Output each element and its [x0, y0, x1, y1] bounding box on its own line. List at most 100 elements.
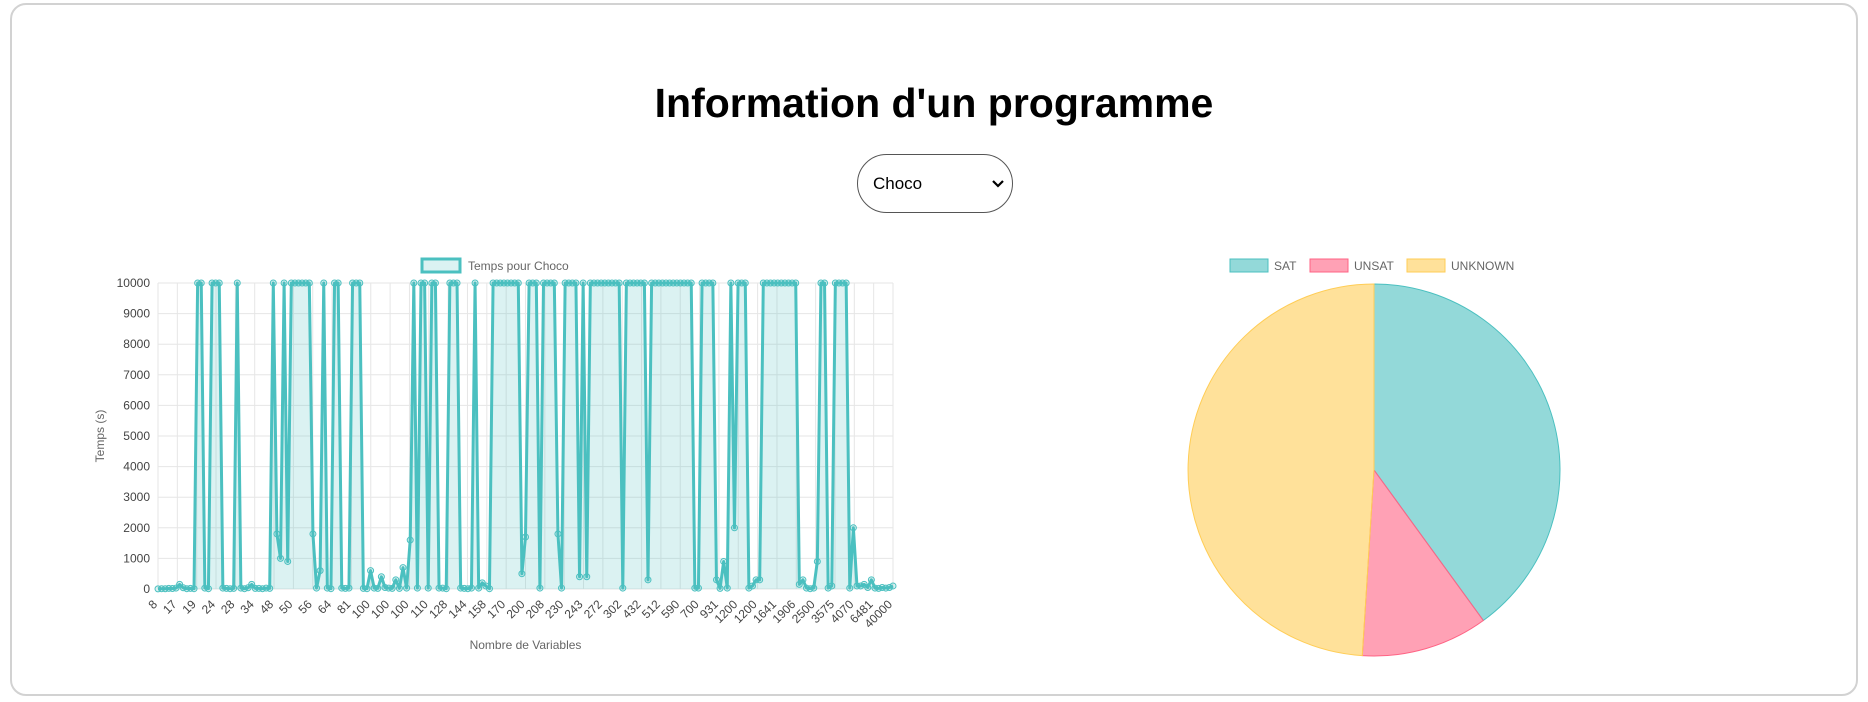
data-point — [594, 279, 602, 287]
data-point — [298, 279, 306, 287]
data-point — [190, 585, 198, 593]
data-point — [774, 279, 782, 287]
data-point — [352, 279, 360, 287]
data-point — [449, 279, 457, 287]
data-point — [813, 557, 821, 565]
program-select-wrapper[interactable]: Choco — [857, 154, 1013, 213]
data-point — [536, 584, 544, 592]
data-point — [763, 279, 771, 287]
data-point — [853, 582, 861, 590]
data-point — [554, 530, 562, 538]
data-point — [496, 279, 504, 287]
program-select[interactable]: Choco — [858, 155, 1012, 212]
x-tick-label: 56 — [296, 597, 316, 617]
data-point — [194, 279, 202, 287]
y-tick-label: 10000 — [117, 276, 151, 290]
y-tick-label: 2000 — [123, 521, 150, 535]
x-tick-label: 24 — [199, 597, 219, 617]
data-point — [287, 279, 295, 287]
data-point — [795, 580, 803, 588]
data-point — [745, 584, 753, 592]
data-point — [410, 279, 418, 287]
data-point — [889, 582, 897, 590]
data-point — [453, 279, 461, 287]
data-point — [424, 584, 432, 592]
data-point — [406, 536, 414, 544]
data-point — [770, 279, 778, 287]
data-point — [377, 573, 385, 581]
data-point — [421, 279, 429, 287]
x-tick-label: 28 — [218, 597, 238, 617]
data-point — [637, 279, 645, 287]
data-point — [403, 584, 411, 592]
data-point — [233, 279, 241, 287]
data-point — [698, 279, 706, 287]
data-point — [395, 584, 403, 592]
data-point — [525, 279, 533, 287]
data-point — [734, 279, 742, 287]
data-point — [435, 584, 443, 592]
data-point — [493, 279, 501, 287]
data-point — [622, 279, 630, 287]
data-point — [684, 279, 692, 287]
y-tick-label: 8000 — [123, 337, 150, 351]
data-point — [810, 584, 818, 592]
data-point — [839, 279, 847, 287]
data-point — [741, 279, 749, 287]
legend-swatch — [420, 257, 462, 274]
data-point — [446, 279, 454, 287]
data-point — [723, 584, 731, 592]
data-point — [367, 567, 375, 575]
y-axis-title: Temps (s) — [93, 410, 107, 463]
data-point — [302, 279, 310, 287]
data-point — [266, 584, 274, 592]
data-point — [752, 576, 760, 584]
data-point — [561, 279, 569, 287]
data-point — [313, 584, 321, 592]
data-point — [821, 279, 829, 287]
data-point — [579, 279, 587, 287]
x-tick-label: 34 — [237, 597, 257, 617]
data-point — [612, 279, 620, 287]
data-point — [691, 584, 699, 592]
data-point — [601, 279, 609, 287]
data-point — [518, 570, 526, 578]
series-area — [158, 283, 893, 589]
data-point — [413, 584, 421, 592]
data-point — [666, 279, 674, 287]
x-axis-title: Nombre de Variables — [470, 638, 582, 652]
x-tick-label: 48 — [257, 597, 277, 617]
legend-label-unsat: UNSAT — [1354, 259, 1394, 273]
data-point — [630, 279, 638, 287]
data-point — [442, 585, 450, 593]
data-point — [503, 279, 511, 287]
data-point — [651, 279, 659, 287]
data-point — [828, 582, 836, 590]
data-point — [565, 279, 573, 287]
data-point — [662, 279, 670, 287]
data-point — [331, 279, 339, 287]
data-point — [799, 576, 807, 584]
data-point — [655, 279, 663, 287]
data-point — [680, 279, 688, 287]
data-point — [251, 584, 259, 592]
data-point — [702, 279, 710, 287]
pie-slice-unknown — [1187, 283, 1375, 657]
data-point — [514, 279, 522, 287]
data-point — [345, 584, 353, 592]
legend-swatch-unknown — [1406, 258, 1446, 273]
data-point — [676, 279, 684, 287]
data-point — [619, 584, 627, 592]
data-point — [540, 279, 548, 287]
data-point — [356, 279, 364, 287]
data-point — [608, 279, 616, 287]
data-point — [857, 582, 865, 590]
data-point — [867, 576, 875, 584]
data-point — [885, 583, 893, 591]
data-point — [374, 584, 382, 592]
data-point — [730, 524, 738, 532]
data-point — [694, 584, 702, 592]
series-line — [157, 281, 894, 591]
data-point — [431, 279, 439, 287]
data-point — [392, 576, 400, 584]
